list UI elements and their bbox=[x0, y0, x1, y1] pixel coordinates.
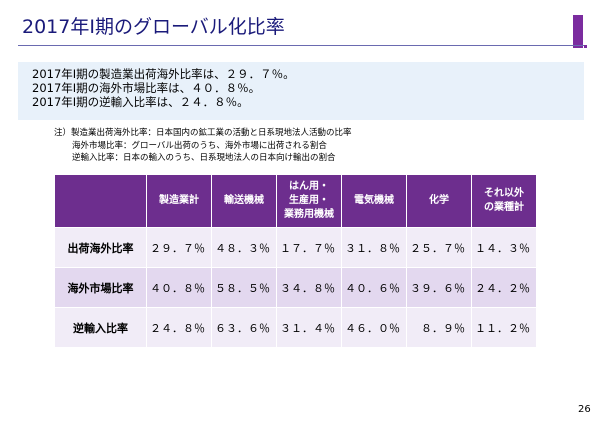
title-decoration-dot bbox=[584, 45, 587, 48]
table-cell: ４０．８％ bbox=[147, 268, 211, 307]
column-header: はん用・ 生産用・ 業務用機械 bbox=[277, 175, 341, 227]
summary-line: 2017年Ⅰ期の逆輸入比率は、２４．８％。 bbox=[32, 95, 249, 109]
table-cell: ４０．６％ bbox=[342, 268, 406, 307]
summary-line: 2017年Ⅰ期の製造業出荷海外比率は、２９．７％。 bbox=[32, 67, 295, 81]
note-line: 逆輸入比率：日本の輸入のうち、日系現地法人の日本向け輸出の割合 bbox=[72, 153, 336, 163]
summary-box: 2017年Ⅰ期の製造業出荷海外比率は、２９．７％。 2017年Ⅰ期の海外市場比率… bbox=[18, 62, 584, 120]
table-cell: ５８．５％ bbox=[212, 268, 276, 307]
column-header: 輸送機械 bbox=[212, 175, 276, 227]
table-row: 逆輸入比率 ２４．８％ ６３．６％ ３１．４％ ４６．０％ ８．９％ １１．２％ bbox=[55, 308, 536, 347]
notes: 注）製造業出荷海外比率：日本国内の鉱工業の活動と日系現地法人活動の比率 海外市場… bbox=[54, 127, 352, 165]
note-line: 注）製造業出荷海外比率：日本国内の鉱工業の活動と日系現地法人活動の比率 bbox=[54, 128, 352, 138]
row-label: 逆輸入比率 bbox=[55, 308, 146, 347]
table-row: 出荷海外比率 ２９．７％ ４８．３％ １７．７％ ３１．８％ ２５．７％ １４．３％ bbox=[55, 228, 536, 267]
table-cell: ２９．７％ bbox=[147, 228, 211, 267]
table-cell: ６３．６％ bbox=[212, 308, 276, 347]
row-label: 海外市場比率 bbox=[55, 268, 146, 307]
table-cell: １１．２％ bbox=[472, 308, 536, 347]
table-cell: ２５．７％ bbox=[407, 228, 471, 267]
column-header: それ以外 の業種計 bbox=[472, 175, 536, 227]
table-cell: ４８．３％ bbox=[212, 228, 276, 267]
table-cell: １７．７％ bbox=[277, 228, 341, 267]
column-header: 化学 bbox=[407, 175, 471, 227]
note-line: 海外市場比率：グローバル出荷のうち、海外市場に出荷される割合 bbox=[72, 140, 327, 151]
summary-line: 2017年Ⅰ期の海外市場比率は、４０．８％。 bbox=[32, 81, 261, 95]
table-cell: １４．３％ bbox=[472, 228, 536, 267]
column-header: 電気機械 bbox=[342, 175, 406, 227]
table-cell: ２４．２％ bbox=[472, 268, 536, 307]
table-cell: ４６．０％ bbox=[342, 308, 406, 347]
row-label: 出荷海外比率 bbox=[55, 228, 146, 267]
table-cell: ２４．８％ bbox=[147, 308, 211, 347]
title-underline bbox=[18, 45, 584, 46]
ratio-table: 製造業計 輸送機械 はん用・ 生産用・ 業務用機械 電気機械 化学 それ以外 の業種計… bbox=[54, 174, 537, 348]
table-cell: ３１．４％ bbox=[277, 308, 341, 347]
table-header-row: 製造業計 輸送機械 はん用・ 生産用・ 業務用機械 電気機械 化学 それ以外 の業種計 bbox=[55, 175, 536, 227]
table-corner-cell bbox=[55, 175, 146, 227]
page-number: 26 bbox=[578, 404, 591, 415]
table-cell: ３４．８％ bbox=[277, 268, 341, 307]
table-cell: ３１．８％ bbox=[342, 228, 406, 267]
column-header: 製造業計 bbox=[147, 175, 211, 227]
table-row: 海外市場比率 ４０．８％ ５８．５％ ３４．８％ ４０．６％ ３９．６％ ２４．２％ bbox=[55, 268, 536, 307]
table-cell: ３９．６％ bbox=[407, 268, 471, 307]
table-cell: ８．９％ bbox=[407, 308, 471, 347]
title-decoration bbox=[573, 15, 583, 48]
page-title: 2017年Ⅰ期のグローバル化比率 bbox=[22, 16, 285, 38]
